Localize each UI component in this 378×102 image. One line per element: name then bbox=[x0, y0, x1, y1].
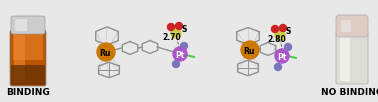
Circle shape bbox=[173, 47, 187, 61]
FancyBboxPatch shape bbox=[11, 16, 45, 34]
Text: 2.70: 2.70 bbox=[163, 33, 181, 43]
FancyBboxPatch shape bbox=[341, 20, 351, 32]
Text: Pt: Pt bbox=[277, 53, 287, 62]
Circle shape bbox=[275, 49, 289, 63]
Circle shape bbox=[171, 28, 181, 38]
Circle shape bbox=[274, 64, 282, 70]
Text: BINDING: BINDING bbox=[6, 88, 50, 97]
Text: Ru: Ru bbox=[99, 48, 111, 58]
FancyBboxPatch shape bbox=[13, 33, 43, 60]
Text: S: S bbox=[181, 24, 187, 33]
FancyBboxPatch shape bbox=[10, 30, 46, 86]
Circle shape bbox=[271, 26, 279, 33]
Circle shape bbox=[167, 23, 175, 30]
Circle shape bbox=[279, 24, 287, 32]
Circle shape bbox=[172, 60, 180, 68]
FancyBboxPatch shape bbox=[14, 35, 25, 83]
Circle shape bbox=[275, 30, 285, 40]
Text: S: S bbox=[285, 27, 291, 35]
FancyBboxPatch shape bbox=[340, 37, 350, 81]
Text: Pt: Pt bbox=[175, 50, 185, 59]
Text: Ru: Ru bbox=[243, 47, 255, 55]
Circle shape bbox=[97, 43, 115, 61]
FancyBboxPatch shape bbox=[11, 65, 45, 85]
Circle shape bbox=[285, 43, 291, 50]
Text: 2.80: 2.80 bbox=[268, 35, 287, 44]
Circle shape bbox=[175, 23, 183, 29]
Circle shape bbox=[181, 43, 187, 49]
Text: NO BINDING: NO BINDING bbox=[321, 88, 378, 97]
FancyBboxPatch shape bbox=[15, 19, 27, 31]
Circle shape bbox=[241, 41, 259, 59]
FancyBboxPatch shape bbox=[336, 32, 368, 84]
FancyBboxPatch shape bbox=[336, 15, 368, 37]
